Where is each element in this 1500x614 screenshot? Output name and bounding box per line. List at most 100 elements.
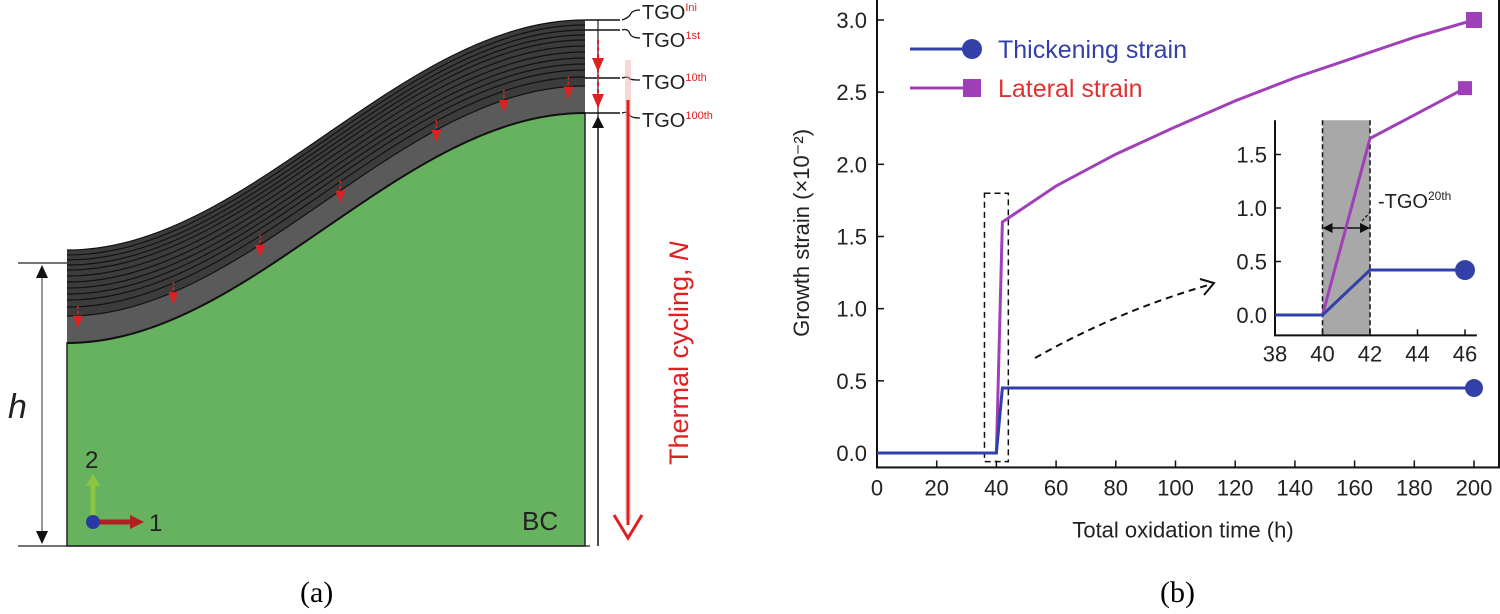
tgo-label-base: TGO — [642, 30, 685, 52]
inset-x-tick-label: 46 — [1453, 341, 1477, 366]
y-tick-label: 0.5 — [836, 369, 867, 394]
x-tick-label: 140 — [1277, 475, 1314, 500]
bc-height-arrowhead — [592, 116, 604, 128]
inset-lateral-strain-marker — [1458, 81, 1472, 96]
interval-arrowheads — [1322, 223, 1370, 233]
tgo-layer-line — [66, 19, 586, 251]
x-tick-label: 80 — [1104, 475, 1128, 500]
inset-axes — [1274, 120, 1477, 337]
x-tick-label: 40 — [984, 475, 1008, 500]
tgo-layer-line — [66, 85, 586, 317]
tgo-layer-line — [66, 51, 586, 283]
tgo-layer-line — [66, 69, 586, 301]
tgo-label: TGO100th — [642, 110, 713, 132]
axis-1-arrowhead — [130, 515, 144, 529]
x-tick-label: 180 — [1396, 475, 1433, 500]
tgo-label-sup: 10th — [685, 72, 706, 84]
x-tick-label: 160 — [1336, 475, 1373, 500]
thermal-cycling-arrowhead — [612, 514, 644, 541]
tgo-layer-line — [66, 112, 586, 344]
tgo-label-base: TGO — [642, 72, 685, 94]
inset-lateral-strain-line — [1321, 86, 1466, 316]
panel-b-chart: 0 20 40 60 80 100 120 140 160 180 200 0.0 0.5 1.0 1.5 2… — [789, 0, 1500, 609]
thermal-cycling-text: Thermal cycling, — [664, 261, 694, 465]
growth-arrowhead — [168, 292, 179, 305]
bc-label: BC — [522, 506, 558, 536]
inset-x-tick-label: 40 — [1310, 341, 1334, 366]
origin-dot — [86, 515, 100, 529]
lateral-strain-marker — [1466, 12, 1482, 28]
tgo-leader-curve — [621, 9, 641, 21]
height-label: h — [8, 388, 27, 426]
inset-y-tick-label: 1.5 — [1236, 143, 1267, 168]
zoom-arrowhead — [1199, 278, 1216, 296]
y-tick-label: 1.5 — [836, 225, 867, 250]
tgo-layer-line — [66, 76, 586, 308]
x-axis-label: Total oxidation time (h) — [1072, 517, 1293, 542]
legend-label: Thickening strain — [998, 36, 1187, 64]
y-tick-label: 2.5 — [836, 80, 867, 105]
growth-arrows — [72, 76, 574, 328]
caption-a: (a) — [300, 576, 333, 609]
tgo-layer-line — [66, 57, 586, 289]
axis-2-arrowhead — [86, 474, 100, 486]
legend-marker — [962, 39, 982, 59]
y-axis-label: Growth strain (×10⁻²) — [789, 129, 814, 337]
tgo-layer-line — [66, 63, 586, 295]
tgo-layer-region — [67, 20, 585, 343]
inset-x-tick-label: 42 — [1358, 341, 1382, 366]
zoom-region-box — [983, 192, 1010, 463]
inset-x-tick-label: 38 — [1263, 341, 1287, 366]
x-tick-label: 0 — [871, 475, 883, 500]
tgo-label: TGOIni — [642, 2, 697, 24]
tgo-label-sup: Ini — [685, 2, 697, 14]
zoom-arrow — [1034, 283, 1213, 359]
plot-frame — [876, 0, 1500, 469]
tgo-label-base: TGO — [642, 2, 685, 24]
x-tick-label: 20 — [924, 475, 948, 500]
y-tick-label: 0.0 — [836, 441, 867, 466]
thermal-cycling-label: Thermal cycling, N — [664, 241, 694, 465]
tgo-layer-lines — [66, 19, 586, 344]
tgo-layer-line — [66, 34, 586, 266]
thickening-strain-marker — [1465, 379, 1483, 398]
tgo-20th-annotation: -TGO20th — [1378, 189, 1451, 213]
growth-arrowhead — [72, 315, 83, 328]
tgo-layer-line — [66, 29, 586, 261]
inset-thickening-strain-marker — [1455, 260, 1475, 281]
legend-label: Lateral strain — [998, 75, 1143, 103]
tgo-layer-line — [66, 39, 586, 271]
inset-y-tick-label: 0.0 — [1236, 303, 1267, 328]
legend-marker — [963, 79, 981, 97]
inset-y-tick-label: 1.0 — [1236, 196, 1267, 221]
growth-arrowhead — [335, 190, 346, 203]
x-tick-label: 120 — [1217, 475, 1254, 500]
caption-b: (b) — [1160, 576, 1195, 609]
tgo-label-sup: 1st — [685, 30, 700, 42]
growth-arrowhead — [255, 244, 266, 257]
tgo-shift-arrowheads — [592, 58, 604, 108]
lateral-strain-line — [877, 18, 1475, 455]
annotation-leader — [1361, 209, 1373, 222]
tgo-leader-curve — [621, 28, 641, 39]
tgo-layer-line — [66, 45, 586, 277]
inset-y-tick-label: 0.5 — [1236, 250, 1267, 275]
thermal-cycling-var: N — [664, 241, 694, 261]
annotation-base: -TGO — [1378, 191, 1428, 213]
tgo-lower-band — [67, 86, 585, 343]
x-tick-label: 200 — [1456, 475, 1493, 500]
tgo-label: TGO1st — [642, 30, 700, 52]
inset-thickening-strain-line — [1275, 268, 1465, 317]
inset-x-tick-label: 44 — [1405, 341, 1429, 366]
y-tick-label: 1.0 — [836, 297, 867, 322]
tgo-label-sup: 100th — [685, 110, 713, 122]
tgo-label: TGO10th — [642, 72, 707, 94]
y-tick-label: 2.0 — [836, 152, 867, 177]
tgo-label-base: TGO — [642, 110, 685, 132]
growth-arrowhead — [431, 129, 442, 142]
annotation-sup: 20th — [1428, 189, 1451, 203]
thickening-strain-line — [877, 386, 1474, 455]
